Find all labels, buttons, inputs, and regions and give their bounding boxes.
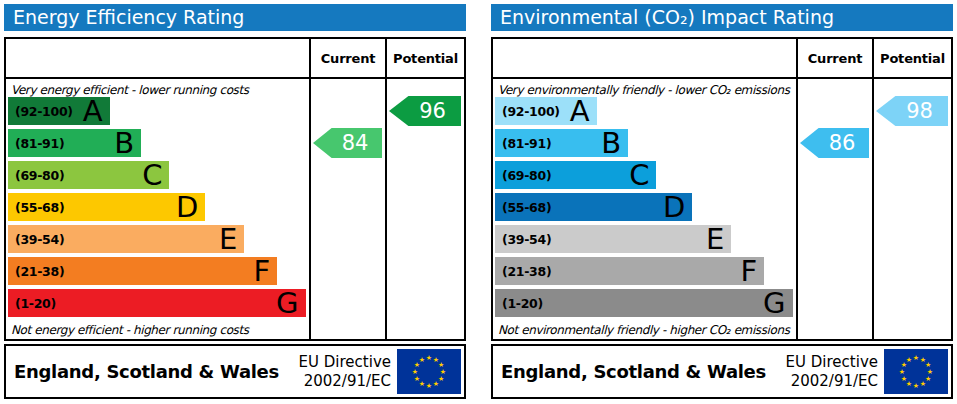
band-c: (69-80) C — [8, 161, 169, 189]
band-range: (39-54) — [495, 232, 551, 247]
top-caption: Very energy efficient - lower running co… — [11, 83, 249, 97]
bottom-caption: Not environmentally friendly - higher CO… — [498, 323, 789, 337]
band-range: (21-38) — [8, 264, 64, 279]
band-f: (21-38) F — [8, 257, 277, 285]
current-column: Current 86 — [798, 39, 874, 339]
svg-text:★: ★ — [920, 380, 926, 388]
rating-table: Very environmentally friendly - lower CO… — [491, 37, 953, 341]
panel-energy-efficiency: Energy Efficiency Rating Very energy eff… — [4, 4, 466, 399]
epc-rating-charts: Energy Efficiency Rating Very energy eff… — [0, 0, 957, 404]
band-list: (92-100) A (81-91) B (69-80) C (55-68) D — [495, 97, 794, 321]
svg-text:★: ★ — [901, 375, 907, 383]
band-range: (55-68) — [495, 200, 551, 215]
svg-text:★: ★ — [913, 354, 919, 362]
band-range: (92-100) — [8, 104, 73, 119]
column-header-empty — [493, 39, 796, 79]
eu-directive-line2: 2002/91/EC — [786, 372, 878, 391]
band-list: (92-100) A (81-91) B (69-80) C (55-68) D — [8, 97, 307, 321]
band-b: (81-91) B — [495, 129, 628, 157]
band-d: (55-68) D — [8, 193, 205, 221]
panel-title: Environmental (CO₂) Impact Rating — [491, 4, 953, 31]
band-range: (21-38) — [495, 264, 551, 279]
band-letter: C — [629, 161, 656, 189]
footer: England, Scotland & Wales EU Directive 2… — [491, 344, 953, 399]
band-range: (69-80) — [8, 168, 64, 183]
current-rating-value: 86 — [829, 131, 856, 155]
band-letter: A — [570, 97, 597, 125]
region-label: England, Scotland & Wales — [6, 361, 279, 382]
band-range: (81-91) — [8, 136, 64, 151]
band-letter: E — [219, 225, 244, 253]
band-e: (39-54) E — [495, 225, 731, 253]
band-letter: D — [176, 193, 205, 221]
column-header-current: Current — [311, 39, 385, 79]
top-caption: Very environmentally friendly - lower CO… — [498, 83, 789, 97]
band-range: (81-91) — [495, 136, 551, 151]
band-a: (92-100) A — [495, 97, 597, 125]
band-letter: E — [706, 225, 731, 253]
svg-text:★: ★ — [414, 375, 420, 383]
band-letter: G — [276, 289, 305, 317]
column-header-potential: Potential — [387, 39, 464, 79]
svg-text:★: ★ — [426, 382, 432, 390]
band-letter: B — [114, 129, 141, 157]
band-a: (92-100) A — [8, 97, 110, 125]
band-letter: F — [740, 257, 764, 285]
band-letter: A — [83, 97, 110, 125]
band-g: (1-20) G — [8, 289, 306, 317]
band-letter: F — [253, 257, 277, 285]
eu-flag-icon: ★★★ ★★★ ★★★ ★★★ — [397, 349, 461, 394]
band-letter: C — [142, 161, 169, 189]
potential-rating-value: 96 — [419, 99, 446, 123]
current-rating-arrow: 86 — [800, 128, 869, 158]
potential-column: Potential 96 — [387, 39, 464, 339]
eu-directive-label: EU Directive 2002/91/EC — [299, 353, 391, 391]
potential-rating-arrow: 98 — [876, 96, 948, 126]
eu-directive-line2: 2002/91/EC — [299, 372, 391, 391]
band-letter: B — [601, 129, 628, 157]
band-g: (1-20) G — [495, 289, 793, 317]
panel-title: Energy Efficiency Rating — [4, 4, 466, 31]
band-range: (69-80) — [495, 168, 551, 183]
svg-text:★: ★ — [906, 356, 912, 364]
band-range: (55-68) — [8, 200, 64, 215]
footer: England, Scotland & Wales EU Directive 2… — [4, 344, 466, 399]
bottom-caption: Not energy efficient - higher running co… — [11, 323, 249, 337]
scale-column: Very environmentally friendly - lower CO… — [493, 39, 798, 339]
current-rating-value: 84 — [342, 131, 369, 155]
potential-rating-value: 98 — [906, 99, 933, 123]
rating-table: Very energy efficient - lower running co… — [4, 37, 466, 341]
svg-text:★: ★ — [433, 380, 439, 388]
column-header-empty — [6, 39, 309, 79]
potential-rating-arrow: 96 — [389, 96, 461, 126]
band-d: (55-68) D — [495, 193, 692, 221]
potential-column: Potential 98 — [874, 39, 951, 339]
current-column: Current 84 — [311, 39, 387, 339]
band-range: (1-20) — [495, 296, 543, 311]
column-header-potential: Potential — [874, 39, 951, 79]
band-c: (69-80) C — [495, 161, 656, 189]
band-letter: G — [763, 289, 792, 317]
svg-text:★: ★ — [419, 356, 425, 364]
band-range: (39-54) — [8, 232, 64, 247]
scale-column: Very energy efficient - lower running co… — [6, 39, 311, 339]
eu-flag-icon: ★★★ ★★★ ★★★ ★★★ — [884, 349, 948, 394]
band-letter: D — [663, 193, 692, 221]
svg-text:★: ★ — [913, 382, 919, 390]
eu-directive-label: EU Directive 2002/91/EC — [786, 353, 878, 391]
current-rating-arrow: 84 — [313, 128, 382, 158]
svg-text:★: ★ — [899, 368, 905, 376]
band-f: (21-38) F — [495, 257, 764, 285]
band-range: (1-20) — [8, 296, 56, 311]
column-header-current: Current — [798, 39, 872, 79]
svg-text:★: ★ — [412, 368, 418, 376]
band-b: (81-91) B — [8, 129, 141, 157]
band-range: (92-100) — [495, 104, 560, 119]
eu-directive-line1: EU Directive — [299, 353, 391, 372]
region-label: England, Scotland & Wales — [493, 361, 766, 382]
svg-text:★: ★ — [426, 354, 432, 362]
band-e: (39-54) E — [8, 225, 244, 253]
eu-directive-line1: EU Directive — [786, 353, 878, 372]
panel-environmental-impact: Environmental (CO₂) Impact Rating Very e… — [491, 4, 953, 399]
